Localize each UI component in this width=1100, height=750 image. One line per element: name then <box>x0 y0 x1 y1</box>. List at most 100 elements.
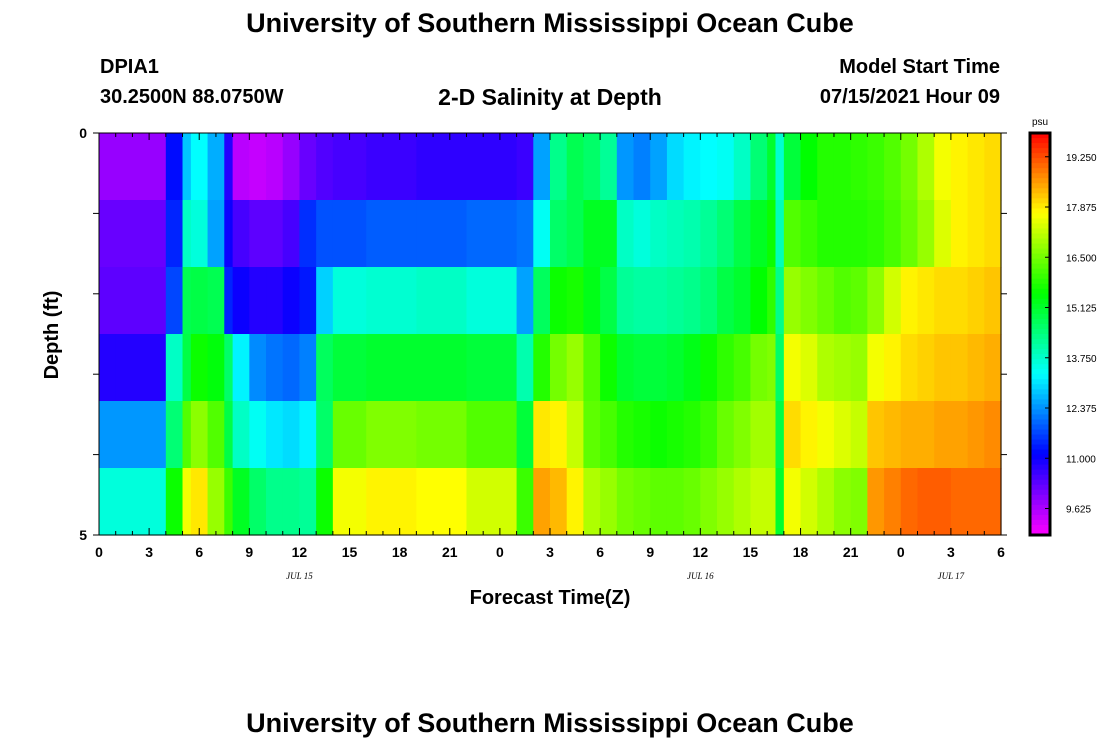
heatmap-cell <box>232 200 250 268</box>
heatmap-cell <box>650 401 668 469</box>
heatmap-cell <box>867 401 885 469</box>
heatmap-cell <box>207 133 225 201</box>
colorbar-tick-label: 12.375 <box>1066 404 1097 415</box>
heatmap-cell <box>316 401 334 469</box>
heatmap-cell <box>282 401 301 469</box>
heatmap-cell <box>249 133 267 201</box>
heatmap-cell <box>182 334 192 402</box>
heatmap-cell <box>967 468 985 536</box>
heatmap-cell <box>817 200 835 268</box>
colorbar-swatch <box>1030 484 1050 491</box>
heatmap-cell <box>299 401 317 469</box>
x-tick-label: 9 <box>245 544 253 560</box>
heatmap-cell <box>249 401 267 469</box>
heatmap-cell <box>750 267 768 335</box>
colorbar-swatch <box>1030 469 1050 476</box>
colorbar-swatch <box>1030 399 1050 405</box>
heatmap-cell <box>224 468 234 536</box>
heatmap-cell <box>115 267 167 335</box>
heatmap-cell <box>800 468 818 536</box>
colorbar-swatch <box>1030 439 1050 446</box>
colorbar-swatch <box>1030 429 1050 436</box>
heatmap-cell <box>466 334 518 402</box>
heatmap-cell <box>683 468 701 536</box>
heatmap-cell <box>633 401 651 469</box>
x-tick-label: 18 <box>793 544 809 560</box>
heatmap-cell <box>683 267 701 335</box>
heatmap-cell <box>867 468 885 536</box>
heatmap-cell <box>717 133 735 201</box>
heatmap-cell <box>717 267 735 335</box>
heatmap-cell <box>683 401 701 469</box>
colorbar-swatch <box>1030 404 1050 410</box>
heatmap-cell <box>182 267 192 335</box>
heatmap-cell <box>600 133 618 201</box>
heatmap-cell <box>366 200 417 268</box>
heatmap-cell <box>850 334 868 402</box>
heatmap-cell <box>516 200 534 268</box>
heatmap-cell <box>850 267 868 335</box>
heatmap-cell <box>165 468 184 536</box>
colorbar-swatch <box>1030 233 1050 240</box>
heatmap-cell <box>366 133 417 201</box>
heatmap-cells <box>99 133 1002 536</box>
heatmap-cell <box>190 401 209 469</box>
heatmap-cell <box>900 133 919 201</box>
heatmap-cell <box>984 133 1002 201</box>
heatmap-cell <box>416 267 468 335</box>
heatmap-cell <box>316 267 334 335</box>
heatmap-cell <box>550 468 568 536</box>
heatmap-cell <box>666 133 685 201</box>
heatmap-cell <box>733 401 752 469</box>
colorbar-tick-label: 11.000 <box>1066 454 1096 465</box>
heatmap-cell <box>950 133 969 201</box>
heatmap-cell <box>800 401 818 469</box>
heatmap-cell <box>533 200 551 268</box>
y-axis: 05 <box>79 125 1007 543</box>
heatmap-cell <box>800 133 818 201</box>
colorbar-swatch <box>1030 359 1050 365</box>
heatmap-cell <box>249 200 267 268</box>
heatmap-cell <box>550 200 568 268</box>
heatmap-cell <box>332 133 367 201</box>
heatmap-cell <box>600 200 618 268</box>
heatmap-cell <box>900 334 919 402</box>
heatmap-cell <box>867 133 885 201</box>
colorbar-swatch <box>1030 489 1050 496</box>
heatmap-cell <box>700 200 718 268</box>
heatmap-cell <box>850 468 868 536</box>
heatmap-cell <box>950 401 969 469</box>
colorbar-swatch <box>1030 459 1050 466</box>
heatmap-cell <box>583 334 601 402</box>
heatmap-cell <box>115 200 167 268</box>
heatmap-cell <box>182 200 192 268</box>
heatmap-cell <box>550 267 568 335</box>
colorbar-swatch <box>1030 504 1050 511</box>
heatmap-cell <box>232 401 250 469</box>
heatmap-cell <box>566 200 584 268</box>
date-label: JUL 16 <box>687 571 714 581</box>
heatmap-cell <box>516 267 534 335</box>
heatmap-cell <box>165 200 184 268</box>
heatmap-cell <box>900 267 919 335</box>
heatmap-cell <box>366 468 417 536</box>
heatmap-cell <box>775 468 785 536</box>
heatmap-cell <box>717 468 735 536</box>
heatmap-cell <box>583 267 601 335</box>
heatmap-cell <box>332 200 367 268</box>
colorbar-swatch <box>1030 303 1050 310</box>
heatmap-cell <box>516 334 534 402</box>
colorbar-swatch <box>1030 369 1050 375</box>
heatmap-cell <box>466 133 518 201</box>
heatmap-cell <box>817 334 835 402</box>
colorbar-swatch <box>1030 384 1050 390</box>
heatmap-cell <box>917 200 935 268</box>
heatmap-cell <box>266 133 284 201</box>
heatmap-cell <box>884 401 902 469</box>
colorbar-swatch <box>1030 188 1050 194</box>
heatmap-cell <box>207 200 225 268</box>
heatmap-cell <box>99 401 117 469</box>
heatmap-cell <box>182 401 192 469</box>
heatmap-cell <box>266 401 284 469</box>
